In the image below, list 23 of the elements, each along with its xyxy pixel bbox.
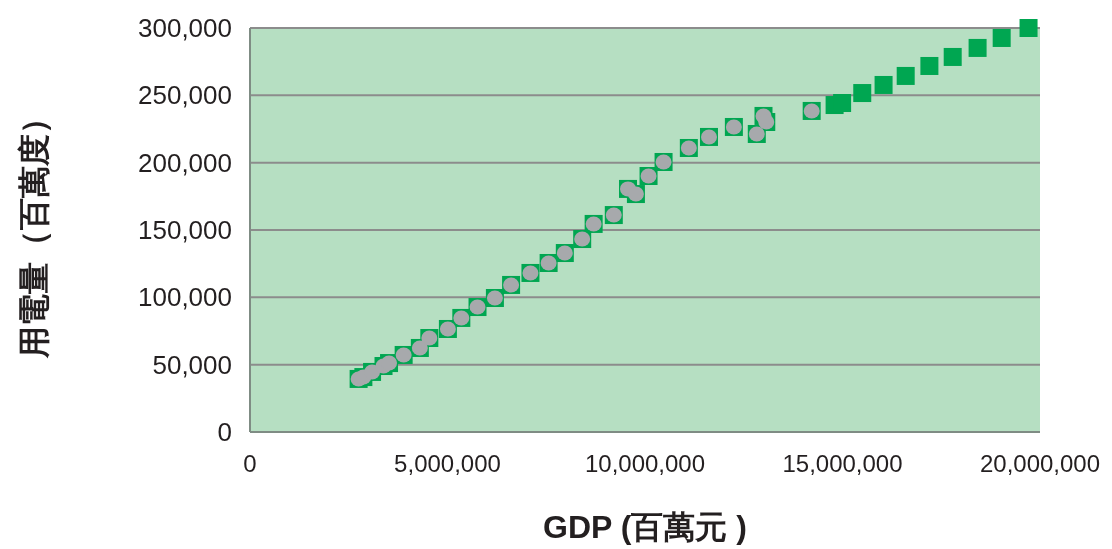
- y-tick-label: 100,000: [138, 282, 232, 313]
- point: [1019, 19, 1038, 37]
- point: [853, 84, 872, 103]
- y-tick-label: 50,000: [152, 349, 232, 380]
- x-tick-label: 15,000,000: [782, 450, 903, 477]
- x-tick-label: 0: [243, 450, 257, 477]
- x-tick-label: 5,000,000: [394, 450, 501, 477]
- point: [943, 47, 962, 66]
- y-tick-label: 0: [217, 417, 232, 447]
- x-tick-label: 20,000,000: [979, 450, 1101, 477]
- point: [920, 56, 939, 75]
- x-axis-title: GDP (百萬元 ): [543, 509, 747, 545]
- x-tick-label: 10,000,000: [584, 450, 706, 477]
- point: [896, 66, 915, 85]
- y-axis-title: 用電量（百萬度）: [16, 102, 52, 359]
- y-tick-label: 250,000: [138, 80, 232, 111]
- y-tick-label: 200,000: [138, 147, 232, 178]
- point: [833, 94, 852, 113]
- point: [874, 75, 893, 94]
- y-tick-label: 150,000: [138, 215, 232, 245]
- point: [968, 38, 987, 57]
- y-tick-label: 300,000: [138, 13, 232, 43]
- point: [992, 28, 1011, 47]
